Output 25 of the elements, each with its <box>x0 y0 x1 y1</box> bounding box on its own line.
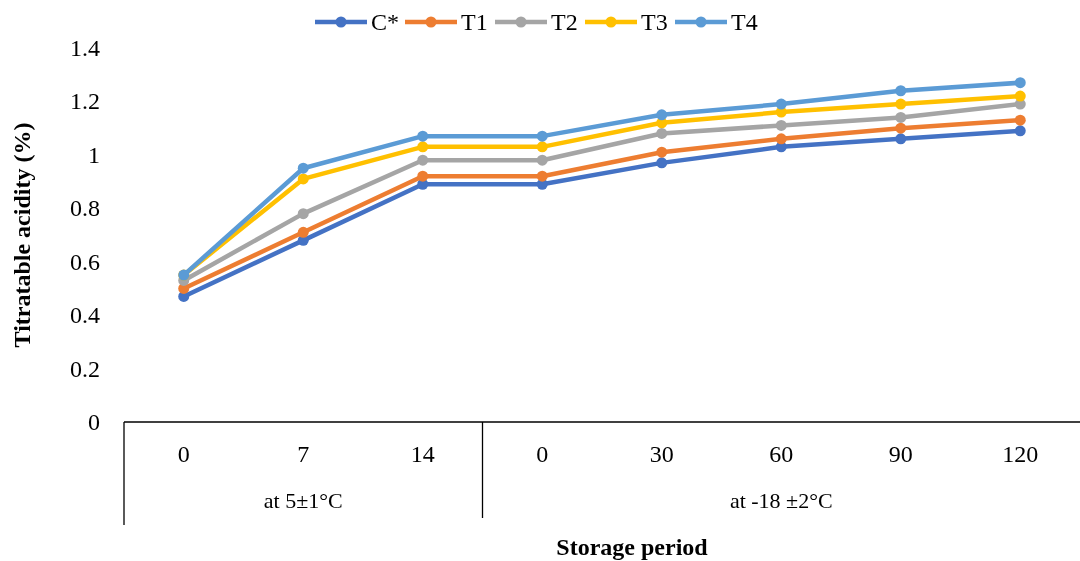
x-tick-label: 60 <box>769 441 794 467</box>
y-tick-label: 1.4 <box>70 35 100 61</box>
y-axis-title: Titratable acidity (%) <box>9 122 35 348</box>
x-axis-title: Storage period <box>556 534 709 560</box>
text: at -18 ±2°C <box>729 488 833 513</box>
legend-label: T4 <box>731 9 758 35</box>
x-tick-label: 90 <box>888 441 913 467</box>
y-tick-label: 0.6 <box>70 248 100 275</box>
y-tick-label: 0.4 <box>70 302 100 329</box>
x-tick-label: 7 <box>297 441 310 467</box>
y-tick-label: 1.2 <box>70 88 100 115</box>
y-tick-label: 1 <box>88 141 100 168</box>
legend-label: T3 <box>641 9 668 35</box>
x-tick-label: 14 <box>410 441 435 467</box>
x-tick-label: 120 <box>1002 441 1039 467</box>
x-tick-label: 30 <box>649 441 674 467</box>
text: at 5±1°C <box>263 488 343 513</box>
y-tick-label: 0.2 <box>70 355 100 382</box>
legend-label: T2 <box>551 9 578 35</box>
x-tick-label: 0 <box>536 441 549 467</box>
y-tick-label: 0.8 <box>70 195 100 222</box>
x-tick-label: 0 <box>177 441 190 467</box>
legend-label: T1 <box>461 9 488 35</box>
legend-label: C* <box>371 9 400 35</box>
y-tick-label: 0 <box>88 409 100 435</box>
